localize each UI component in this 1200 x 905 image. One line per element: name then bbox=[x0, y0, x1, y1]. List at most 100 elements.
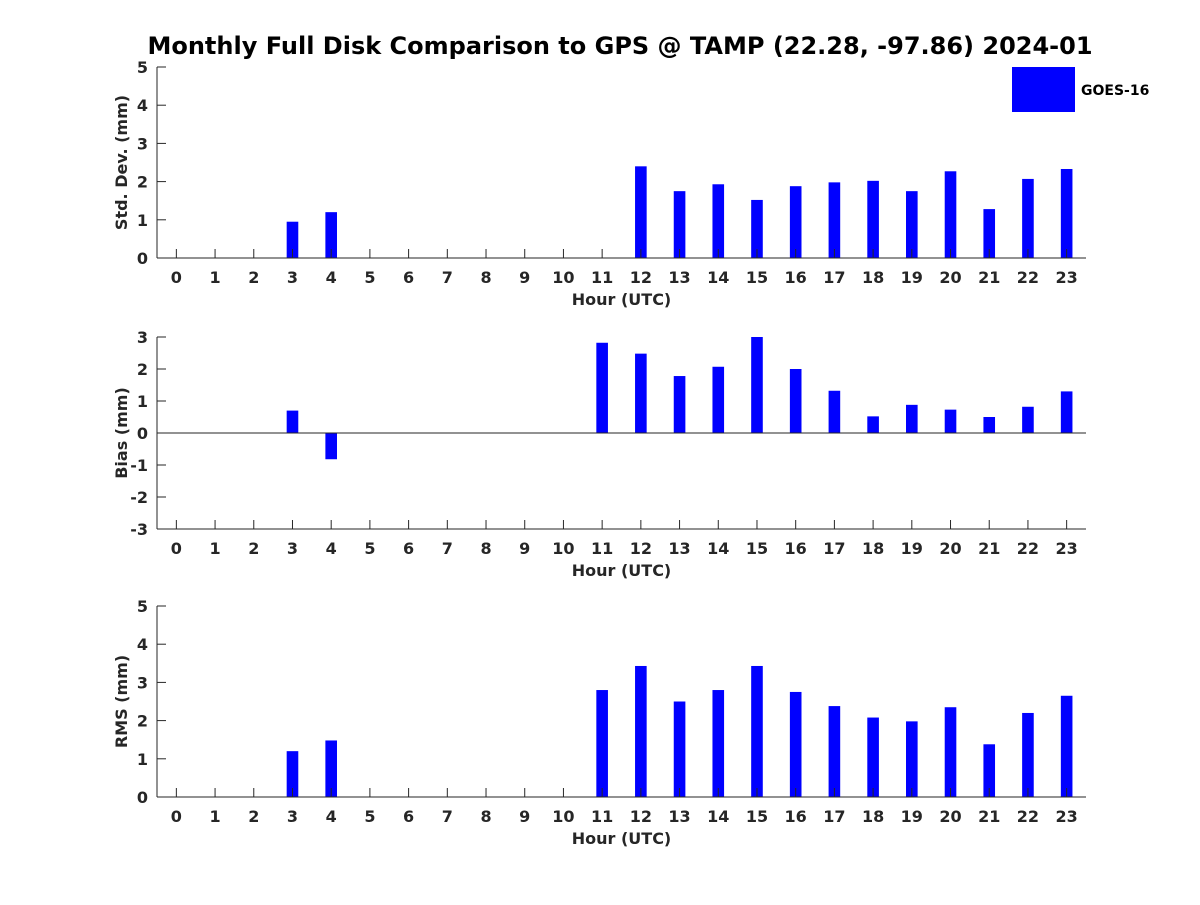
x-tick-label: 10 bbox=[552, 807, 574, 826]
x-tick-label: 3 bbox=[287, 268, 298, 287]
bar-hour-19 bbox=[906, 721, 918, 797]
x-tick-label: 17 bbox=[823, 539, 845, 558]
bar-hour-21 bbox=[983, 209, 996, 258]
x-tick-label: 11 bbox=[591, 268, 613, 287]
x-tick-label: 5 bbox=[364, 268, 375, 287]
y-tick-label: -3 bbox=[130, 520, 148, 539]
x-tick-label: 19 bbox=[901, 539, 923, 558]
bar-hour-22 bbox=[1022, 178, 1034, 258]
x-tick-label: 5 bbox=[364, 539, 375, 558]
bar-hour-14 bbox=[712, 366, 725, 433]
bar-hour-15 bbox=[751, 665, 763, 797]
x-tick-label: 4 bbox=[326, 539, 337, 558]
y-tick-label: -2 bbox=[130, 488, 148, 507]
y-tick-label: 1 bbox=[137, 750, 148, 769]
y-tick-label: 3 bbox=[137, 328, 148, 347]
bar-hour-21 bbox=[983, 417, 996, 433]
bar-hour-23 bbox=[1060, 168, 1073, 258]
x-tick-label: 14 bbox=[707, 539, 729, 558]
bar-hour-18 bbox=[867, 180, 879, 258]
x-tick-label: 7 bbox=[442, 807, 453, 826]
y-tick-label: 1 bbox=[137, 392, 148, 411]
y-tick-label: 3 bbox=[137, 134, 148, 153]
bar-hour-17 bbox=[828, 182, 841, 258]
y-tick-label: 0 bbox=[137, 249, 148, 268]
bar-hour-16 bbox=[789, 691, 802, 797]
x-tick-label: 19 bbox=[901, 268, 923, 287]
bar-hour-20 bbox=[944, 409, 957, 433]
bar-hour-18 bbox=[867, 717, 879, 797]
bar-hour-4 bbox=[325, 433, 337, 460]
x-tick-label: 20 bbox=[939, 539, 961, 558]
y-tick-label: 5 bbox=[137, 58, 148, 77]
x-tick-label: 11 bbox=[591, 539, 613, 558]
x-tick-label: 8 bbox=[480, 539, 491, 558]
x-tick-label: 14 bbox=[707, 268, 729, 287]
x-tick-label: 20 bbox=[939, 807, 961, 826]
x-tick-label: 23 bbox=[1056, 539, 1078, 558]
x-tick-label: 18 bbox=[862, 268, 884, 287]
x-tick-label: 10 bbox=[552, 268, 574, 287]
bar-hour-19 bbox=[906, 404, 918, 433]
x-tick-label: 0 bbox=[171, 539, 182, 558]
bar-hour-15 bbox=[751, 199, 763, 258]
x-tick-label: 13 bbox=[668, 539, 690, 558]
x-tick-label: 21 bbox=[978, 539, 1000, 558]
bar-hour-4 bbox=[325, 212, 337, 258]
bar-hour-12 bbox=[635, 665, 647, 797]
x-tick-label: 21 bbox=[978, 807, 1000, 826]
y-tick-label: 0 bbox=[137, 424, 148, 443]
bar-hour-17 bbox=[828, 706, 841, 797]
x-tick-label: 12 bbox=[630, 268, 652, 287]
x-tick-label: 12 bbox=[630, 539, 652, 558]
x-tick-label: 23 bbox=[1056, 807, 1078, 826]
bar-hour-23 bbox=[1060, 391, 1073, 433]
x-tick-label: 16 bbox=[785, 539, 807, 558]
bar-hour-22 bbox=[1022, 712, 1034, 797]
x-tick-label: 0 bbox=[171, 268, 182, 287]
bar-hour-15 bbox=[751, 337, 763, 433]
x-tick-label: 9 bbox=[519, 807, 530, 826]
x-tick-label: 10 bbox=[552, 539, 574, 558]
y-tick-label: 2 bbox=[137, 173, 148, 192]
x-tick-label: 1 bbox=[209, 807, 220, 826]
bar-hour-12 bbox=[635, 166, 647, 258]
x-tick-label: 8 bbox=[480, 268, 491, 287]
x-tick-label: 16 bbox=[785, 807, 807, 826]
x-tick-label: 17 bbox=[823, 807, 845, 826]
x-tick-label: 8 bbox=[480, 807, 491, 826]
x-tick-label: 18 bbox=[862, 539, 884, 558]
bar-hour-3 bbox=[286, 751, 299, 797]
bar-hour-12 bbox=[635, 353, 647, 433]
y-axis-label: Std. Dev. (mm) bbox=[112, 95, 131, 230]
x-tick-label: 15 bbox=[746, 539, 768, 558]
x-tick-label: 12 bbox=[630, 807, 652, 826]
bar-hour-13 bbox=[673, 376, 686, 433]
x-tick-label: 6 bbox=[403, 807, 414, 826]
bar-hour-19 bbox=[906, 191, 918, 258]
y-tick-label: 0 bbox=[137, 788, 148, 807]
x-tick-label: 5 bbox=[364, 807, 375, 826]
bar-hour-3 bbox=[286, 410, 299, 433]
y-tick-label: 2 bbox=[137, 360, 148, 379]
bar-hour-4 bbox=[325, 740, 337, 797]
x-tick-label: 2 bbox=[248, 268, 259, 287]
x-tick-label: 9 bbox=[519, 268, 530, 287]
y-tick-label: -1 bbox=[130, 456, 148, 475]
bar-hour-16 bbox=[789, 186, 802, 258]
bar-hour-21 bbox=[983, 744, 996, 797]
legend-label: GOES-16 bbox=[1081, 83, 1149, 99]
x-tick-label: 3 bbox=[287, 807, 298, 826]
x-tick-label: 13 bbox=[668, 268, 690, 287]
bar-hour-22 bbox=[1022, 406, 1034, 433]
bar-hour-11 bbox=[596, 342, 608, 433]
y-tick-label: 2 bbox=[137, 712, 148, 731]
x-axis-label: Hour (UTC) bbox=[572, 561, 672, 580]
legend-swatch bbox=[1012, 67, 1075, 112]
x-tick-label: 15 bbox=[746, 807, 768, 826]
x-tick-label: 7 bbox=[442, 268, 453, 287]
x-tick-label: 19 bbox=[901, 807, 923, 826]
x-tick-label: 13 bbox=[668, 807, 690, 826]
